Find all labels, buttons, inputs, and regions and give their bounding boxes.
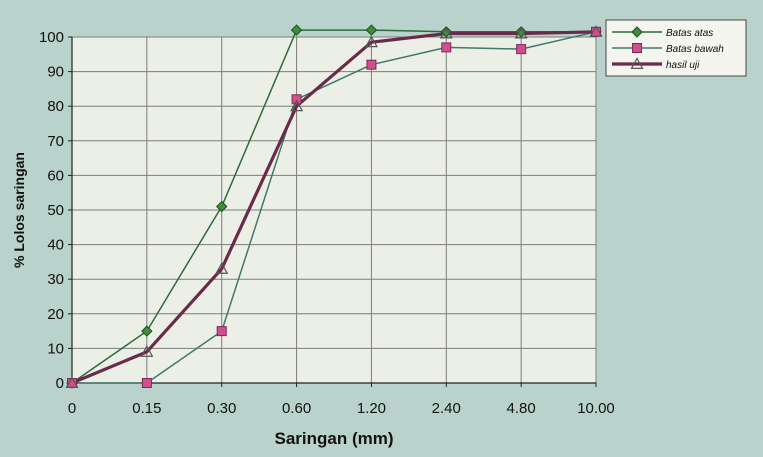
- y-tick-label: 70: [47, 133, 64, 150]
- legend-marker: [630, 57, 644, 70]
- y-tick-label: 30: [47, 271, 64, 288]
- legend-label: Batas atas: [666, 28, 713, 39]
- data-point-batas-atas: [440, 26, 452, 38]
- series-line-batas-atas: [71, 29, 596, 384]
- data-point-batas-bawah: [366, 59, 377, 70]
- y-tick-label: 0: [56, 375, 64, 392]
- y-tick-label: 80: [47, 98, 64, 115]
- series-line-batas-bawah: [72, 31, 597, 384]
- data-point-batas-atas: [365, 24, 378, 36]
- x-tick-label: 2.40: [432, 400, 461, 417]
- x-tick-label: 4.80: [507, 400, 536, 417]
- y-axis-title: % Lolos saringan: [11, 152, 27, 268]
- y-tick-label: 60: [47, 167, 64, 184]
- data-point-hasil-uji: [514, 26, 528, 39]
- data-point-hasil-uji: [215, 262, 229, 274]
- data-point-batas-bawah: [291, 94, 302, 105]
- data-point-hasil-uji: [439, 26, 453, 39]
- x-tick-label: 10.00: [577, 400, 615, 417]
- data-point-batas-bawah: [516, 44, 527, 55]
- legend-label: hasil uji: [666, 60, 700, 71]
- data-point-batas-atas: [515, 26, 527, 38]
- data-point-hasil-uji: [589, 25, 603, 37]
- x-tick-label: 1.20: [357, 400, 386, 417]
- y-tick-label: 10: [47, 340, 64, 357]
- legend-marker: [631, 26, 643, 38]
- data-point-batas-atas: [141, 325, 153, 337]
- y-tick-label: 90: [47, 64, 64, 81]
- data-point-hasil-uji: [65, 376, 79, 388]
- y-tick-label: 40: [47, 237, 64, 254]
- x-axis-title: Saringan (mm): [274, 429, 393, 448]
- data-point-batas-bawah: [441, 42, 452, 53]
- data-point-hasil-uji: [290, 99, 304, 112]
- data-point-batas-bawah: [216, 326, 227, 337]
- x-tick-label: 0.15: [132, 400, 161, 417]
- y-tick-label: 100: [39, 29, 64, 46]
- data-point-batas-bawah: [141, 378, 152, 388]
- y-tick-label: 20: [47, 306, 64, 323]
- data-point-batas-atas: [216, 200, 228, 213]
- legend-label: Batas bawah: [666, 44, 724, 55]
- data-point-hasil-uji: [364, 35, 378, 48]
- data-point-hasil-uji: [140, 345, 154, 357]
- data-point-batas-atas: [290, 24, 303, 36]
- x-tick-label: 0.60: [282, 400, 311, 417]
- y-tick-label: 50: [47, 202, 64, 219]
- x-tick-label: 0: [68, 400, 76, 417]
- legend-marker: [632, 43, 642, 53]
- series-line-hasil-uji: [71, 30, 597, 385]
- x-tick-label: 0.30: [207, 400, 236, 417]
